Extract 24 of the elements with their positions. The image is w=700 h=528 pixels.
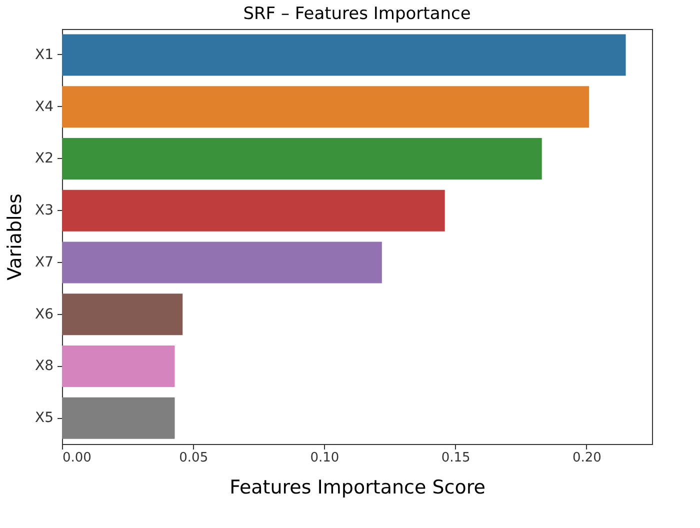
y-tick-label: X3	[35, 202, 54, 219]
y-tick-label: X8	[35, 358, 54, 374]
x-tick-label: 0.15	[441, 450, 470, 466]
x-tick-label: 0.20	[572, 450, 602, 466]
bar	[62, 242, 382, 284]
y-tick-label: X2	[35, 150, 54, 167]
bar	[62, 397, 175, 439]
bar	[62, 345, 175, 387]
y-tick-label: X1	[35, 46, 54, 63]
x-tick-label: 0.00	[62, 450, 92, 466]
x-axis-title: Features Importance Score	[230, 476, 486, 498]
chart-title: SRF – Features Importance	[243, 4, 471, 24]
y-axis-title: Variables	[4, 194, 26, 280]
bar	[62, 294, 183, 336]
x-tick-label: 0.05	[179, 450, 208, 466]
y-tick-label: X4	[35, 98, 54, 115]
bar	[62, 86, 590, 128]
y-tick-label: X5	[35, 410, 54, 426]
x-tick-label: 0.10	[310, 450, 340, 466]
y-tick-label: X7	[35, 254, 54, 270]
bar	[62, 138, 542, 180]
bar	[62, 190, 445, 232]
y-tick-label: X6	[35, 306, 54, 322]
bar	[62, 34, 626, 76]
